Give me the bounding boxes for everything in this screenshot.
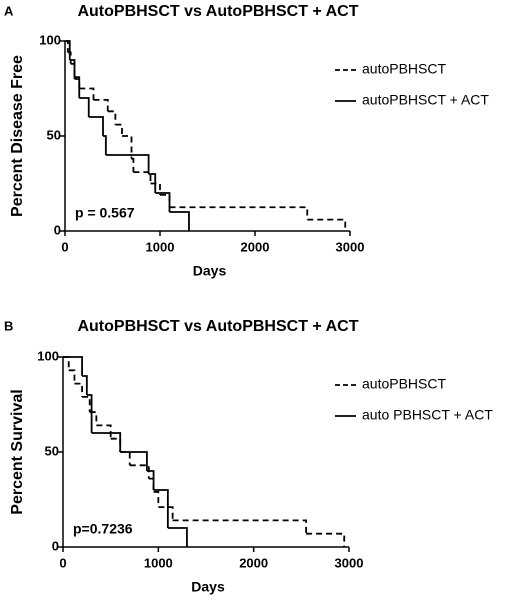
survival-step <box>93 99 109 112</box>
x-tick-label: 1000 <box>146 239 175 254</box>
survival-step <box>153 491 160 508</box>
chart-title: AutoPBHSCT vs AutoPBHSCT + ACT <box>77 3 358 20</box>
survival-step <box>158 506 174 521</box>
y-tick-label: 50 <box>45 443 59 458</box>
survival-step <box>68 369 76 384</box>
survival-step <box>306 532 346 547</box>
survival-step <box>122 135 133 159</box>
survival-step <box>96 424 112 439</box>
panel-label: B <box>4 318 13 333</box>
survival-step <box>150 182 161 195</box>
x-tick-label: 2000 <box>239 555 268 570</box>
legend-label: autoPBHSCT <box>362 376 446 392</box>
survival-step <box>65 40 71 60</box>
survival-step <box>88 116 104 136</box>
survival-step <box>172 519 307 534</box>
survival-step <box>74 382 83 397</box>
survival-step <box>146 470 155 490</box>
survival-step <box>103 135 107 155</box>
x-tick-label: 0 <box>59 555 66 570</box>
y-tick-label: 100 <box>39 32 61 47</box>
survival-step <box>167 527 188 547</box>
survival-step <box>79 87 95 100</box>
x-tick-label: 1000 <box>144 555 173 570</box>
panel-label: A <box>4 3 14 18</box>
survival-step <box>86 394 93 433</box>
survival-step <box>153 489 169 528</box>
survival-step <box>155 192 171 212</box>
survival-step <box>129 464 150 479</box>
survival-step <box>82 396 91 413</box>
x-tick-label: 3000 <box>335 555 364 570</box>
x-axis-label: Days <box>193 263 227 279</box>
x-tick-label: 2000 <box>241 239 270 254</box>
y-axis-label: Percent Survival <box>9 389 26 514</box>
y-tick-label: 100 <box>37 348 59 363</box>
legend-label: autoPBHSCT + ACT <box>362 92 489 108</box>
x-tick-label: 3000 <box>336 239 365 254</box>
survival-step <box>307 218 347 231</box>
survival-step <box>169 211 190 231</box>
survival-step <box>89 411 98 426</box>
x-axis-label: Days <box>191 579 225 595</box>
x-tick-label: 0 <box>61 239 68 254</box>
survival-step <box>69 59 76 79</box>
survival-step <box>107 110 117 125</box>
y-tick-label: 0 <box>52 538 59 553</box>
survival-step <box>115 123 123 136</box>
survival-step <box>74 78 81 98</box>
chart-title: AutoPBHSCT vs AutoPBHSCT + ACT <box>77 318 358 335</box>
survival-step <box>63 356 83 376</box>
survival-step <box>82 375 88 395</box>
survival-step <box>133 171 152 184</box>
survival-step <box>79 97 90 117</box>
legend-label: autoPBHSCT <box>362 61 446 77</box>
survival-step <box>91 432 122 452</box>
survival-step <box>110 437 122 452</box>
y-tick-label: 50 <box>47 127 61 142</box>
survival-step <box>160 194 171 208</box>
survival-step <box>63 356 70 371</box>
survival-step <box>120 451 148 471</box>
y-axis-label: Percent Disease Free <box>9 55 26 217</box>
survival-step <box>120 451 131 466</box>
survival-step <box>105 154 150 174</box>
survival-step <box>131 157 135 173</box>
annotation: p = 0.567 <box>75 205 135 221</box>
y-tick-label: 0 <box>54 222 61 237</box>
survival-step <box>169 206 309 220</box>
annotation: p=0.7236 <box>73 521 133 537</box>
survival-step <box>148 173 157 193</box>
legend-label: auto PBHSCT + ACT <box>362 407 493 423</box>
